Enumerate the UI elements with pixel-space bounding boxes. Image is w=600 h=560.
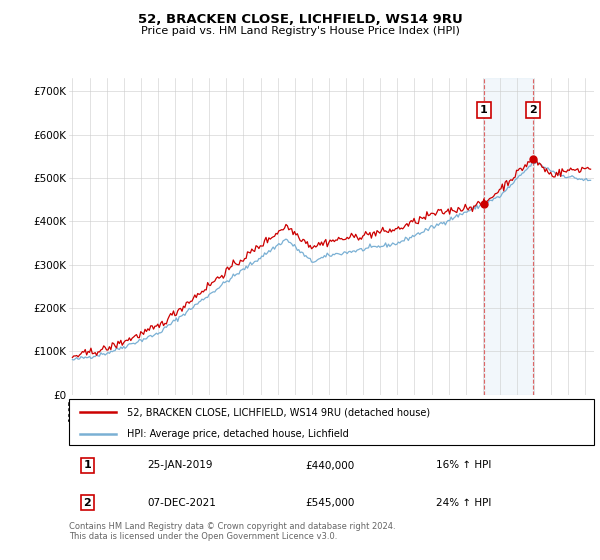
Text: 2: 2 [529,105,537,115]
Text: 25-JAN-2019: 25-JAN-2019 [148,460,213,470]
Text: 16% ↑ HPI: 16% ↑ HPI [437,460,492,470]
Text: Contains HM Land Registry data © Crown copyright and database right 2024.
This d: Contains HM Land Registry data © Crown c… [69,522,395,542]
Text: 2: 2 [83,498,91,507]
Text: 07-DEC-2021: 07-DEC-2021 [148,498,217,507]
Text: £545,000: £545,000 [305,498,355,507]
FancyBboxPatch shape [69,399,594,445]
Text: 52, BRACKEN CLOSE, LICHFIELD, WS14 9RU (detached house): 52, BRACKEN CLOSE, LICHFIELD, WS14 9RU (… [127,407,430,417]
Text: 1: 1 [83,460,91,470]
Text: HPI: Average price, detached house, Lichfield: HPI: Average price, detached house, Lich… [127,429,349,438]
Text: £440,000: £440,000 [305,460,355,470]
Text: 52, BRACKEN CLOSE, LICHFIELD, WS14 9RU: 52, BRACKEN CLOSE, LICHFIELD, WS14 9RU [137,13,463,26]
Text: 1: 1 [480,105,488,115]
Text: 24% ↑ HPI: 24% ↑ HPI [437,498,492,507]
Text: Price paid vs. HM Land Registry's House Price Index (HPI): Price paid vs. HM Land Registry's House … [140,26,460,36]
Bar [484,78,533,395]
